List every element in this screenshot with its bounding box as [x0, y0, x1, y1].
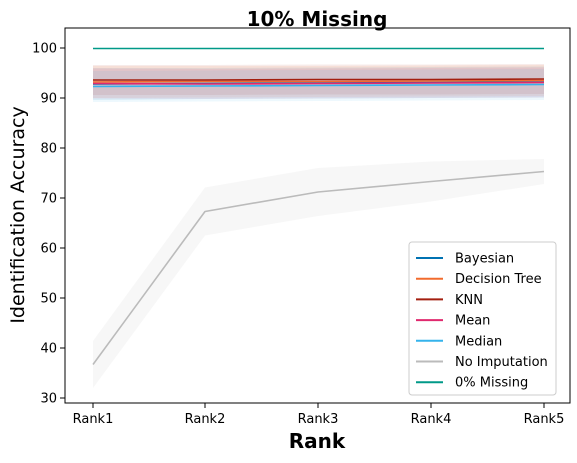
legend-label: No Imputation — [455, 355, 548, 370]
y-tick-label: 60 — [40, 242, 57, 257]
legend-label: Decision Tree — [455, 272, 542, 287]
legend-label: 0% Missing — [455, 376, 528, 391]
band-5 — [93, 159, 544, 388]
legend-label: Bayesian — [455, 252, 514, 267]
x-tick-label: Rank2 — [185, 412, 226, 427]
y-tick-label: 100 — [32, 42, 57, 57]
x-axis: Rank1 Rank2 Rank3 Rank4 Rank5 — [73, 403, 565, 427]
x-tick-label: Rank5 — [524, 412, 565, 427]
legend-box — [408, 241, 557, 396]
x-tick-label: Rank1 — [73, 412, 114, 427]
y-axis-label: Identification Accuracy — [7, 106, 29, 323]
x-tick-label: Rank4 — [411, 412, 452, 427]
series-line-4 — [92, 83, 545, 88]
series-line-2 — [93, 78, 545, 81]
y-tick-label: 50 — [40, 292, 57, 307]
x-axis-label: Rank — [289, 429, 346, 453]
series-line-3 — [92, 81, 545, 85]
y-tick-label: 80 — [40, 142, 57, 157]
y-tick-label: 70 — [40, 192, 57, 207]
series-line-5 — [92, 170, 545, 365]
chart-title: 10% Missing — [247, 7, 388, 31]
legend-label: KNN — [455, 293, 483, 308]
y-tick-label: 30 — [40, 392, 57, 407]
y-tick-label: 40 — [40, 342, 57, 357]
legend: Bayesian Decision Tree KNN Mean Median No Imp… — [408, 241, 557, 396]
series-line-1 — [92, 79, 545, 83]
legend-label: Mean — [455, 314, 490, 329]
y-axis: 30 40 50 60 70 80 90 100 — [32, 42, 65, 407]
x-tick-label: Rank3 — [298, 412, 339, 427]
legend-label: Median — [455, 334, 502, 349]
series-lines — [92, 47, 545, 365]
y-tick-label: 90 — [40, 92, 57, 107]
